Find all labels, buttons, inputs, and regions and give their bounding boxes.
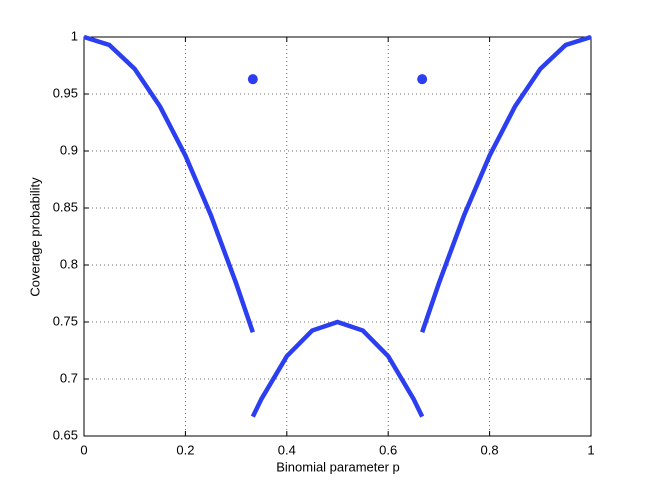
y-tick-label: 0.8 (60, 256, 78, 271)
y-tick-label: 0.95 (53, 85, 78, 100)
x-tick-label: 1 (587, 442, 594, 457)
x-tick-label: 0.6 (379, 442, 397, 457)
x-tick-label: 0 (80, 442, 87, 457)
data-line (420, 34, 592, 333)
y-tick-label: 0.65 (53, 427, 78, 442)
y-tick-label: 0.9 (60, 142, 78, 157)
y-tick-label: 0.85 (53, 199, 78, 214)
plot-frame (83, 36, 592, 437)
data-line (83, 34, 255, 333)
x-tick-label: 0.2 (176, 442, 194, 457)
x-axis-label: Binomial parameter p (276, 459, 400, 474)
y-axis-label: Coverage probability (27, 177, 42, 297)
data-point (417, 74, 428, 85)
y-tick-label: 0.7 (60, 370, 78, 385)
y-tick-label: 1 (71, 28, 78, 43)
x-tick-label: 0.4 (278, 442, 296, 457)
x-tick-label: 0.8 (481, 442, 499, 457)
y-tick-label: 0.75 (53, 313, 78, 328)
data-point (247, 74, 258, 85)
data-line (250, 319, 425, 418)
